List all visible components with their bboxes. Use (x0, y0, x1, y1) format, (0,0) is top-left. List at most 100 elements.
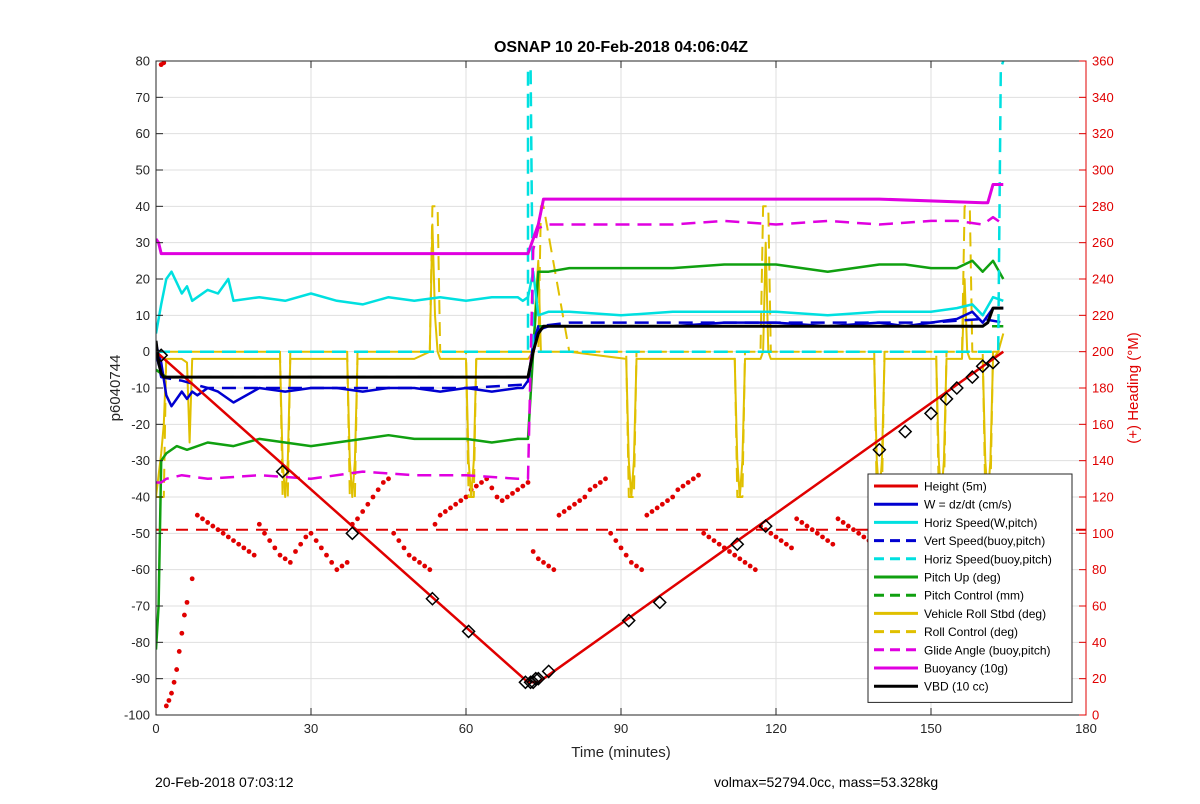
y-tick-label: 60 (136, 126, 150, 141)
y2-tick-label: 220 (1092, 308, 1114, 323)
x-tick-label: 60 (459, 721, 473, 736)
heading-point (169, 690, 174, 696)
heading-point (804, 523, 810, 529)
heading-point (546, 563, 552, 569)
depth-marker (872, 442, 887, 457)
footer-timestamp: 20-Feb-2018 07:03:12 (155, 774, 294, 790)
heading-point (835, 516, 841, 522)
heading-point (659, 501, 665, 507)
depth-marker (758, 519, 773, 534)
y-tick-label: -100 (124, 708, 150, 723)
heading-point (220, 530, 226, 536)
heading-point (256, 521, 262, 527)
heading-point (442, 509, 448, 514)
x-tick-label: 150 (920, 721, 942, 736)
heading-point (690, 476, 696, 482)
legend-box (867, 473, 1073, 703)
y-tick-label: 50 (136, 163, 150, 178)
heading-point (510, 490, 515, 496)
heading-point (851, 527, 856, 533)
heading-point (391, 530, 397, 536)
series-line (156, 61, 1005, 353)
heading-point (752, 567, 758, 573)
y2-tick-label: 160 (1092, 417, 1114, 432)
heading-point (737, 556, 743, 562)
heading-point (587, 487, 593, 493)
heading-point (680, 483, 686, 489)
y-tick-label: -70 (131, 599, 150, 614)
y2-axis-label: (+) Heading (°M) (1125, 332, 1142, 443)
heading-point (515, 487, 521, 493)
heading-point (189, 576, 195, 582)
heading-point (427, 567, 433, 573)
y-tick-label: -10 (131, 381, 150, 396)
heading-point (572, 501, 577, 507)
heading-point (696, 472, 701, 478)
heading-point (809, 527, 815, 533)
heading-point (287, 560, 293, 565)
y2-tick-label: 120 (1092, 490, 1114, 505)
y2-tick-label: 300 (1092, 163, 1114, 178)
heading-point (830, 541, 836, 547)
heading-point (649, 509, 655, 514)
heading-point (473, 483, 479, 489)
heading-point (293, 549, 298, 554)
heading-point (670, 494, 676, 500)
heading-point (675, 487, 681, 493)
heading-point (313, 538, 319, 543)
heading-point (742, 560, 748, 565)
y-tick-label: -30 (131, 453, 150, 468)
heading-point (184, 599, 190, 605)
heading-point (773, 534, 779, 540)
heading-point (411, 556, 417, 562)
heading-point (783, 541, 789, 547)
y2-tick-label: 200 (1092, 344, 1114, 359)
chart-title: OSNAP 10 20-Feb-2018 04:06:04Z (494, 39, 748, 56)
heading-point (360, 509, 366, 514)
series-line (156, 259, 1005, 650)
heading-point (182, 612, 187, 618)
heading-point (685, 480, 691, 485)
series-line (156, 215, 1005, 484)
depth-marker (939, 391, 954, 406)
heading-point (644, 512, 650, 518)
y-tick-label: 40 (136, 199, 150, 214)
heading-point (732, 552, 738, 558)
heading-point (163, 703, 169, 709)
depth-marker (923, 406, 939, 421)
heading-point (504, 494, 510, 500)
heading-point (861, 534, 867, 540)
heading-point (262, 530, 267, 536)
heading-point (556, 512, 562, 518)
y2-tick-label: 180 (1092, 381, 1114, 396)
heading-point (417, 560, 422, 565)
legend-label: Roll Control (deg) (924, 625, 1018, 639)
depth-marker (275, 464, 290, 479)
heading-point (597, 480, 603, 485)
y2-tick-label: 360 (1092, 54, 1114, 69)
heading-point (458, 498, 464, 504)
y2-tick-label: 240 (1092, 272, 1114, 287)
y2-tick-label: 0 (1092, 708, 1099, 723)
heading-point (665, 498, 670, 504)
heading-point (525, 480, 531, 485)
heading-point (845, 523, 851, 529)
legend-label: VBD (10 cc) (924, 680, 989, 694)
series-line (156, 183, 1004, 256)
y2-tick-label: 20 (1092, 671, 1106, 686)
heading-point (541, 560, 546, 565)
heading-point (267, 538, 273, 543)
y-tick-label: -90 (131, 671, 150, 686)
heading-point (225, 534, 231, 540)
heading-point (231, 538, 236, 543)
legend-label: Buoyancy (10g) (924, 662, 1008, 676)
heading-point (401, 545, 407, 551)
y2-tick-label: 280 (1092, 199, 1114, 214)
y-tick-label: -60 (131, 562, 150, 577)
depth-marker (541, 664, 556, 679)
heading-point (582, 494, 588, 500)
depth-marker (730, 537, 745, 552)
heading-point (298, 541, 304, 547)
heading-point (603, 476, 608, 482)
